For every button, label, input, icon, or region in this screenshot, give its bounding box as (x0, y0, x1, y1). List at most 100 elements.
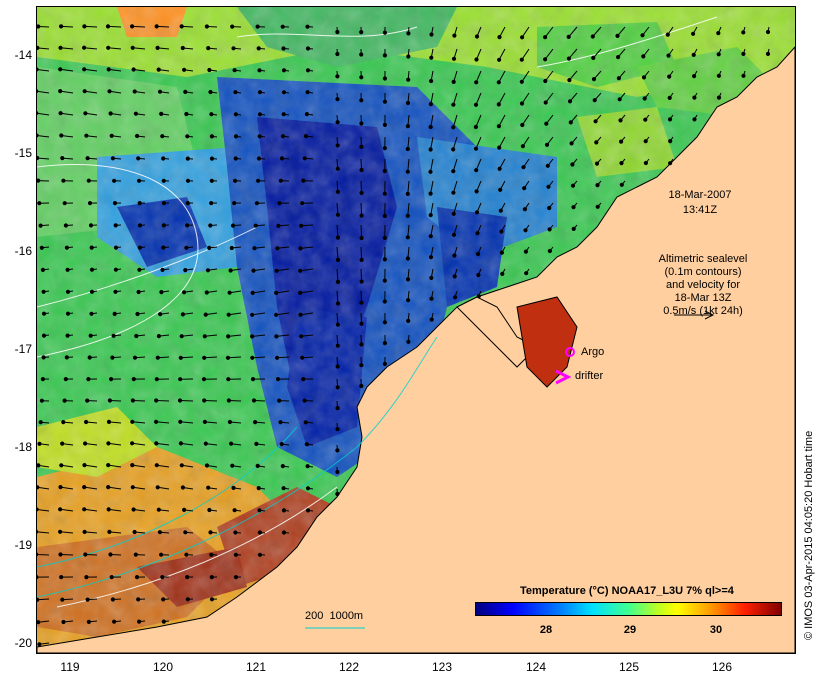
velocity-vector-head (497, 166, 502, 171)
velocity-vector-head (205, 268, 211, 273)
velocity-vector (204, 400, 218, 402)
velocity-vector (407, 202, 410, 216)
velocity-vector-head (233, 530, 238, 535)
velocity-vector-head (156, 67, 161, 72)
velocity-vector-head (741, 51, 746, 57)
velocity-vector-head (497, 35, 502, 40)
sealevel-contours (37, 16, 718, 608)
velocity-vector-head (157, 530, 163, 535)
velocity-vector-head (59, 24, 64, 29)
lon-label: 126 (711, 660, 733, 674)
velocity-vector-head (543, 100, 548, 105)
velocity-vector-head (335, 448, 340, 453)
velocity-vector-head (209, 112, 214, 117)
velocity-vector-head (335, 143, 340, 148)
velocity-vector (475, 92, 482, 105)
velocity-vector-head (305, 68, 311, 73)
velocity-vector-head (154, 441, 159, 446)
velocity-vector-head (405, 191, 410, 196)
velocity-vector-head (250, 290, 255, 295)
velocity-vector-head (591, 55, 596, 61)
velocity-vector-head (716, 73, 722, 78)
velocity-vector-head (520, 35, 525, 40)
velocity-vector-head (257, 552, 263, 557)
velocity-vector-head (301, 377, 306, 382)
velocity-vector-head (382, 361, 387, 366)
velocity-vector-head (280, 24, 285, 29)
velocity-vector (430, 158, 434, 172)
velocity-vector-head (60, 156, 65, 161)
velocity-vector-head (178, 419, 183, 424)
velocity-vector-head (178, 377, 183, 382)
velocity-vector-head (359, 257, 364, 262)
velocity-vector-head (89, 267, 95, 272)
lat-label: -16 (14, 244, 32, 258)
velocity-vector-head (59, 575, 64, 580)
velocity-vector (84, 486, 98, 490)
velocity-vector-head (154, 398, 159, 403)
velocity-vector-head (765, 29, 771, 35)
velocity-vector-head (359, 300, 364, 305)
velocity-vector-head (335, 257, 341, 262)
velocity-vector-head (474, 80, 479, 85)
lon-label: 120 (152, 660, 174, 674)
velocity-vector-head (37, 575, 39, 580)
velocity-vector-head (255, 24, 260, 29)
velocity-vector-head (233, 90, 238, 95)
velocity-vector-head (130, 485, 135, 490)
velocity-vector-head (451, 102, 456, 107)
velocity-vector-head (474, 57, 479, 62)
velocity-vector-head (595, 204, 600, 209)
velocity-vector-head (716, 31, 721, 36)
velocity-vector-head (110, 355, 115, 360)
velocity-vector-head (299, 223, 304, 228)
velocity-vector-head (335, 469, 340, 475)
velocity-vector-head (520, 122, 525, 128)
velocity-vector (300, 312, 314, 316)
velocity-vector-head (87, 201, 93, 206)
velocity-vector-head (86, 377, 91, 382)
velocity-vector-head (497, 57, 502, 62)
velocity-vector-head (89, 311, 94, 316)
land-mass (37, 46, 795, 653)
velocity-vector-head (39, 398, 45, 403)
velocity-vector-head (498, 208, 503, 213)
velocity-vector (360, 224, 363, 239)
velocity-vector-head (592, 98, 597, 103)
velocity-vector-head (58, 67, 63, 72)
velocity-vector-head (179, 334, 184, 339)
velocity-vector-head (137, 619, 142, 624)
velocity-vector-head (208, 530, 213, 535)
velocity-vector-head (429, 55, 434, 60)
velocity-vector-head (616, 55, 621, 60)
velocity-vector-head (335, 51, 340, 57)
velocity-vector-head (82, 67, 87, 72)
velocity-vector-head (335, 235, 341, 240)
velocity-vector-head (668, 161, 673, 166)
velocity-vector-head (62, 201, 67, 206)
velocity-vector-head (204, 24, 209, 29)
velocity-vector (498, 92, 506, 105)
velocity-vector-head (453, 295, 458, 300)
velocity-vector-head (58, 552, 63, 557)
sst-map[interactable]: 18-Mar-2007 13:41Z Altimetric sealevel (… (36, 6, 796, 654)
velocity-vector-head (86, 619, 92, 625)
velocity-vector-head (37, 441, 42, 446)
velocity-vector-head (106, 67, 111, 72)
velocity-vector-head (301, 178, 306, 183)
velocity-vector-head (429, 317, 434, 322)
velocity-vector-head (233, 134, 239, 139)
velocity-vector (452, 136, 458, 150)
velocity-vector-head (209, 201, 214, 206)
velocity-vector-head (180, 312, 185, 317)
velocity-vector-head (543, 57, 548, 62)
velocity-vector-head (590, 34, 595, 39)
velocity-vector-head (691, 52, 696, 58)
velocity-vector-head (382, 191, 387, 196)
velocity-vector-head (643, 117, 648, 122)
velocity-vector-head (65, 333, 70, 338)
velocity-vector-head (61, 178, 66, 183)
velocity-vector-head (85, 156, 90, 161)
velocity-vector-head (566, 56, 572, 61)
velocity-vector (252, 334, 266, 337)
